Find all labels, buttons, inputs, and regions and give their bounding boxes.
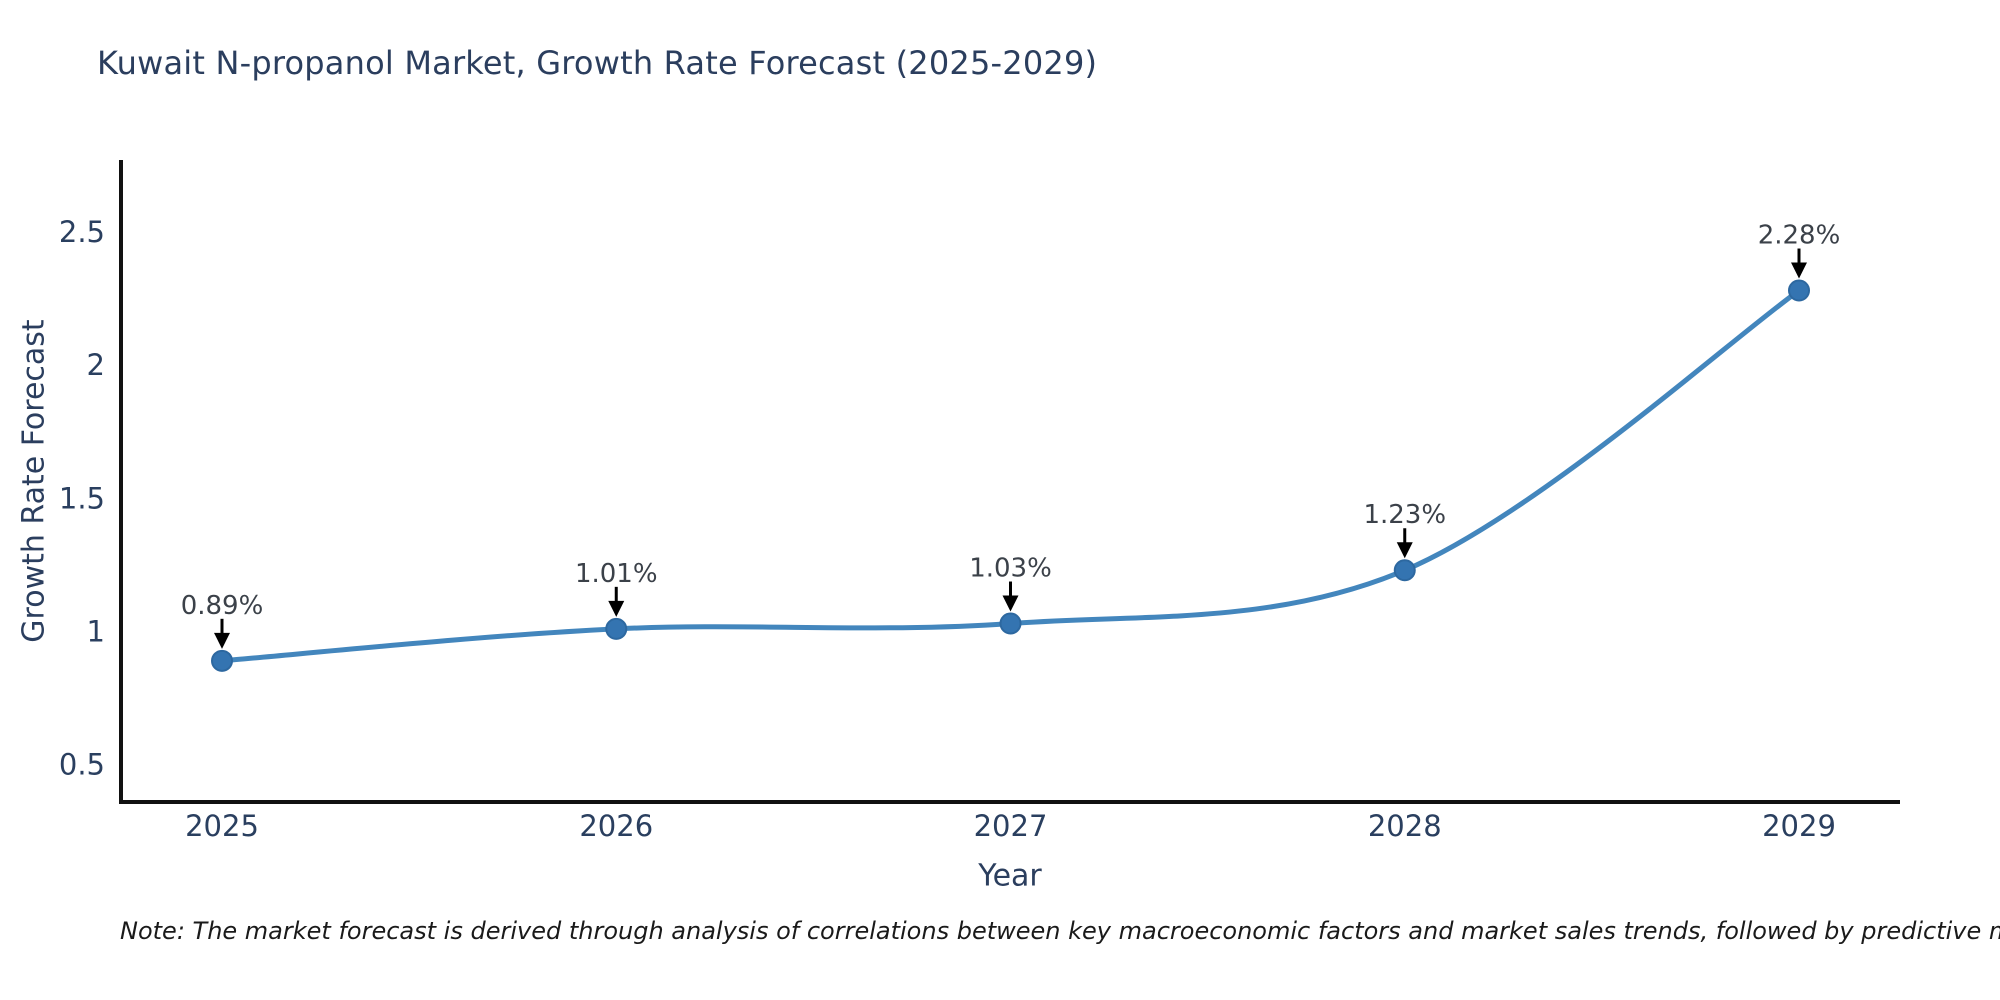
- growth-rate-line: [219, 288, 1802, 664]
- y-tick-label: 2: [87, 348, 105, 382]
- x-tick-label: 2027: [974, 809, 1048, 843]
- data-point-label: 1.03%: [969, 554, 1052, 584]
- data-point-2026: [605, 617, 628, 640]
- data-point-label: 2.28%: [1758, 221, 1841, 251]
- x-tick-label: 2026: [579, 809, 653, 843]
- x-tick-label: 2029: [1762, 809, 1836, 843]
- y-tick-label: 1.5: [59, 481, 105, 515]
- data-point-2028: [1393, 559, 1416, 582]
- data-point-label: 1.01%: [575, 559, 658, 589]
- x-tick-label: 2028: [1368, 809, 1442, 843]
- footnote-text: Note: The market forecast is derived thr…: [120, 917, 2000, 945]
- data-point-label: 1.23%: [1363, 500, 1446, 530]
- annotation-arrowhead-icon: [1791, 262, 1807, 279]
- data-point-2027: [999, 612, 1022, 635]
- annotation-arrowhead-icon: [608, 600, 625, 617]
- annotation-arrowhead-icon: [214, 632, 230, 649]
- y-axis-title: Growth Rate Forecast: [16, 319, 52, 643]
- data-point-2029: [1788, 279, 1810, 302]
- chart-title: Kuwait N-propanol Market, Growth Rate Fo…: [97, 44, 1098, 82]
- data-point-label: 0.89%: [181, 591, 264, 621]
- annotation-arrowhead-icon: [1002, 595, 1019, 612]
- annotation-arrowhead-icon: [1396, 542, 1413, 559]
- x-tick-label: 2025: [185, 809, 259, 843]
- data-point-2025: [211, 649, 233, 672]
- y-tick-label: 2.5: [59, 215, 105, 249]
- y-tick-label: 1: [87, 615, 105, 649]
- x-axis-title: Year: [978, 858, 1042, 894]
- y-tick-label: 0.5: [59, 748, 105, 782]
